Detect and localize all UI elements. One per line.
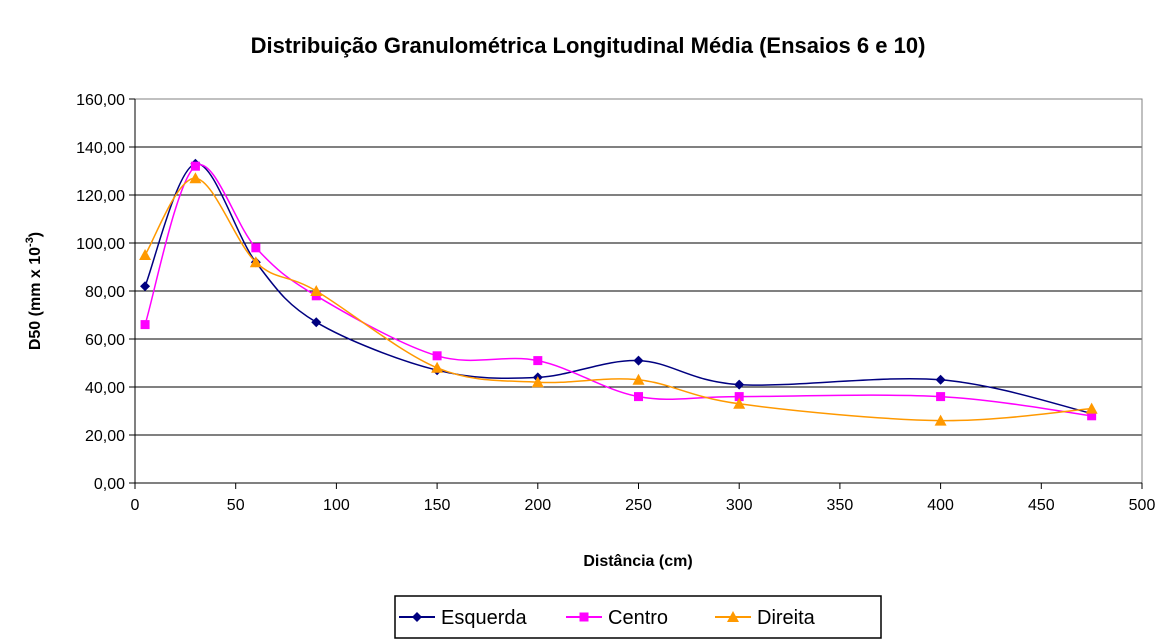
legend-label-direita: Direita <box>757 607 816 629</box>
y-tick-label: 140,00 <box>76 140 125 157</box>
x-tick-label: 350 <box>827 497 854 514</box>
y-tick-label: 80,00 <box>85 284 125 301</box>
legend-marker-direita <box>727 611 739 622</box>
y-axis-label-base: D50 (mm x 10 <box>27 247 44 350</box>
y-tick-label: 160,00 <box>76 92 125 109</box>
legend-marker-centro <box>579 612 589 622</box>
y-tick-label: 60,00 <box>85 332 125 349</box>
data-point-centro <box>936 392 946 402</box>
y-tick-labels: 0,00 20,00 40,00 60,00 80,00 100,00 120,00 140,… <box>76 92 125 493</box>
legend-label-esquerda: Esquerda <box>441 607 527 629</box>
y-axis-label-end: ) <box>27 232 44 237</box>
data-point-direita <box>310 285 323 296</box>
data-point-direita <box>733 397 746 409</box>
x-tick-labels: 0 50 100 150 200 250 300 350 400 450 500 <box>131 497 1156 514</box>
series-line-esquerda <box>144 163 1092 415</box>
series <box>139 158 1098 426</box>
data-point-centro <box>734 392 744 402</box>
data-point-direita <box>632 373 645 385</box>
y-tick-label: 20,00 <box>85 428 125 445</box>
x-tick-label: 0 <box>131 497 140 514</box>
data-point-direita <box>431 361 444 373</box>
data-point-direita <box>139 249 152 260</box>
legend: Esquerda Centro Direita <box>394 595 882 639</box>
data-point-direita <box>189 172 202 184</box>
data-point-esquerda <box>734 379 745 390</box>
grid <box>135 98 1142 436</box>
x-tick-label: 450 <box>1028 497 1055 514</box>
data-point-centro <box>140 320 150 330</box>
x-tick-label: 400 <box>927 497 954 514</box>
data-point-direita <box>531 376 544 388</box>
y-axis-label-exponent: -3 <box>24 237 36 247</box>
data-point-direita <box>1085 402 1098 414</box>
y-axis-label: D50 (mm x 10-3) <box>24 232 44 350</box>
data-point-esquerda <box>311 317 322 328</box>
chart-title: Distribuição Granulométrica Longitudinal… <box>251 33 926 58</box>
legend-box <box>394 595 882 639</box>
legend-marker-esquerda <box>412 612 422 622</box>
series-direita <box>139 172 1098 426</box>
y-tick-label: 40,00 <box>85 380 125 397</box>
y-tick-label: 0,00 <box>94 476 125 493</box>
x-tick-label: 300 <box>726 497 753 514</box>
data-point-centro <box>432 351 442 361</box>
x-tick-label: 200 <box>524 497 551 514</box>
y-tick-label: 120,00 <box>76 188 125 205</box>
x-axis-label: Distância (cm) <box>583 553 692 570</box>
series-line-direita <box>144 177 1092 422</box>
legend-items: Esquerda Centro Direita <box>399 607 816 629</box>
data-point-centro <box>1087 411 1097 421</box>
x-tick-label: 500 <box>1129 497 1156 514</box>
series-line-centro <box>144 163 1092 417</box>
data-point-esquerda <box>140 281 151 292</box>
data-point-centro <box>634 392 643 402</box>
x-tick-label: 50 <box>227 497 245 514</box>
data-point-centro <box>533 356 543 366</box>
data-point-centro <box>251 243 261 253</box>
data-point-esquerda <box>935 374 946 385</box>
legend-label-centro: Centro <box>608 607 668 629</box>
x-tick-label: 250 <box>625 497 652 514</box>
data-point-centro <box>190 161 200 171</box>
x-tick-label: 150 <box>424 497 451 514</box>
data-point-direita <box>249 256 262 268</box>
data-point-esquerda <box>633 355 644 366</box>
x-tick-label: 100 <box>323 497 350 514</box>
axes <box>129 98 1143 489</box>
data-point-direita <box>934 414 947 426</box>
y-tick-label: 100,00 <box>76 236 125 253</box>
